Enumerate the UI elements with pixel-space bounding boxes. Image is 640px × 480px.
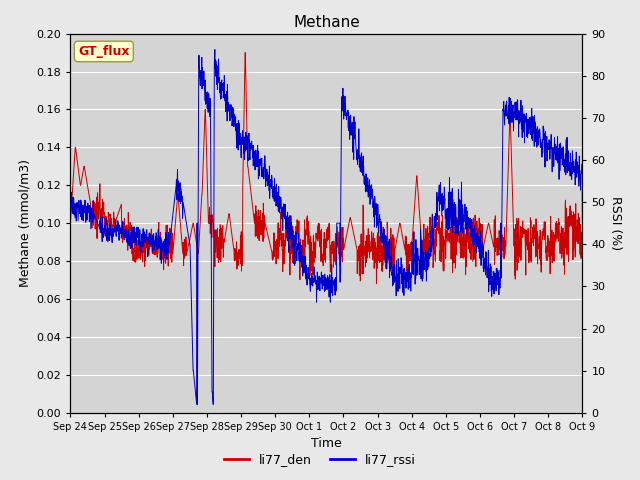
Line: li77_den: li77_den: [70, 52, 582, 284]
li77_den: [564, 214, 572, 219]
Title: Methane: Methane: [293, 15, 360, 30]
li77_den: [470, 238, 478, 243]
li77_rssi: [564, 157, 572, 163]
li77_den: [579, 250, 586, 256]
li77_den: [316, 243, 323, 249]
li77_den: [241, 49, 249, 55]
li77_rssi: [579, 220, 586, 226]
li77_rssi: [93, 217, 100, 223]
li77_den: [564, 221, 572, 227]
li77_den: [93, 194, 100, 200]
li77_den: [372, 281, 380, 287]
Y-axis label: Methane (mmol/m3): Methane (mmol/m3): [18, 159, 31, 287]
li77_rssi: [211, 47, 219, 52]
Line: li77_rssi: li77_rssi: [70, 49, 582, 404]
Y-axis label: RSSI (%): RSSI (%): [609, 196, 622, 250]
li77_rssi: [303, 263, 310, 268]
li77_rssi: [316, 288, 324, 294]
li77_rssi: [193, 401, 200, 407]
li77_rssi: [564, 148, 572, 154]
Legend: li77_den, li77_rssi: li77_den, li77_rssi: [219, 448, 421, 471]
li77_den: [302, 232, 310, 238]
X-axis label: Time: Time: [311, 437, 342, 450]
li77_den: [67, 220, 74, 226]
li77_rssi: [67, 201, 74, 206]
Text: GT_flux: GT_flux: [78, 45, 129, 58]
li77_rssi: [470, 229, 478, 235]
